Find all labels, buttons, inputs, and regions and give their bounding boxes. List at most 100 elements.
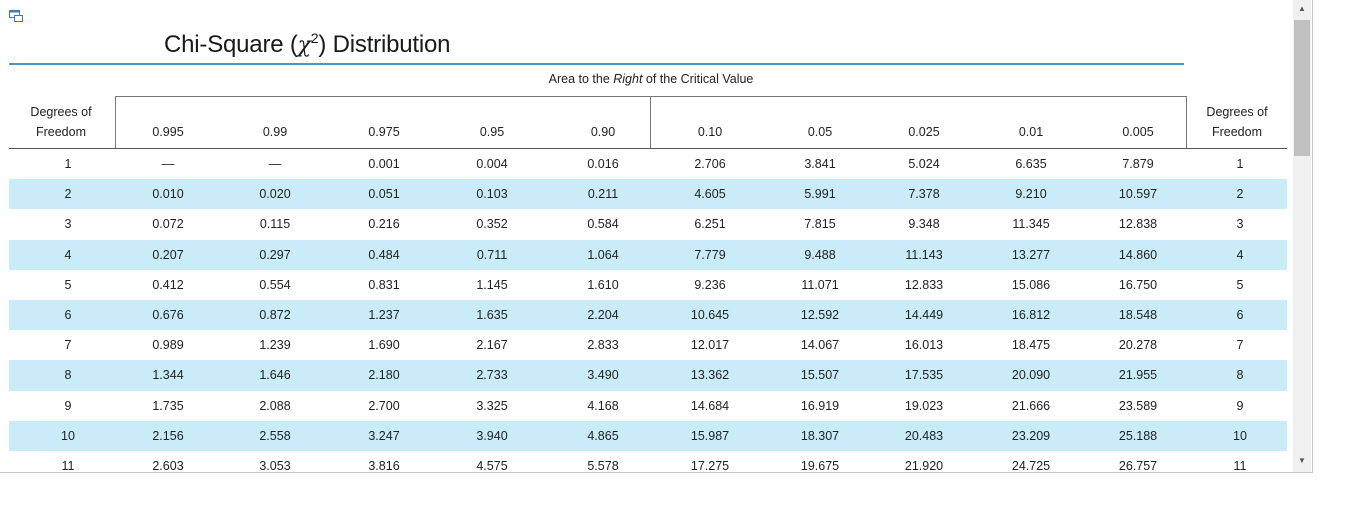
value-cell: — [268, 157, 282, 171]
area-label-before: Area to the [548, 72, 614, 86]
df-cell: 9 [1236, 398, 1244, 413]
value-cell: 1.237 [368, 307, 400, 322]
value-cell: 11.071 [801, 277, 839, 292]
value-cell: 0.554 [259, 277, 291, 292]
value-cell: 0.001 [368, 157, 400, 171]
value-cell: 18.307 [800, 428, 840, 443]
value-cell: 0.051 [368, 187, 400, 202]
value-cell: 2.833 [587, 338, 619, 353]
area-header: 0.025 [908, 125, 940, 139]
value-cell: 15.987 [690, 428, 730, 443]
value-cell: 17.535 [904, 368, 944, 383]
df-cell: 2 [64, 187, 72, 202]
value-cell: 15.507 [800, 368, 840, 383]
table-row: 11 2.603 3.053 3.816 4.575 5.578 17.275 19.675 2… [9, 451, 1287, 473]
header-divider [650, 96, 651, 148]
value-cell: 26.757 [1118, 458, 1158, 473]
title-symbol: χ [297, 33, 311, 58]
value-cell: 0.020 [259, 187, 291, 202]
value-cell: 5.024 [908, 157, 940, 171]
value-cell: 2.558 [259, 428, 291, 443]
value-cell: 0.103 [476, 187, 508, 202]
value-cell: 16.750 [1118, 277, 1158, 292]
value-cell: 16.919 [800, 398, 840, 413]
value-cell: 11.143 [905, 247, 943, 262]
value-cell: 3.325 [476, 398, 508, 413]
area-header: 0.10 [697, 125, 723, 139]
area-header: 0.95 [479, 125, 505, 139]
df-cell: 2 [1236, 187, 1244, 202]
value-cell: — [161, 157, 175, 171]
value-cell: 9.488 [804, 247, 836, 262]
value-cell: 7.879 [1122, 157, 1154, 171]
df-header-line1: Degrees of [30, 105, 92, 119]
table-row: 5 0.412 0.554 0.831 1.145 1.610 9.236 11.071 12.… [9, 270, 1287, 300]
value-cell: 24.725 [1011, 458, 1051, 473]
value-cell: 0.484 [368, 247, 400, 262]
value-cell: 2.603 [152, 458, 184, 473]
value-cell: 0.872 [259, 307, 291, 322]
value-cell: 13.277 [1011, 247, 1051, 262]
table-header: Degrees of Freedom Degrees of Freedom 0.… [0, 96, 1290, 148]
value-cell: 2.156 [152, 428, 184, 443]
value-cell: 19.023 [904, 398, 944, 413]
table-row: 4 0.207 0.297 0.484 0.711 1.064 7.779 9.488 11.1… [9, 239, 1287, 270]
value-cell: 21.920 [904, 458, 944, 473]
value-cell: 23.209 [1011, 428, 1051, 443]
title-suffix: ) Distribution [318, 31, 451, 58]
value-cell: 0.010 [152, 187, 184, 202]
value-cell: 16.812 [1011, 307, 1051, 322]
value-cell: 21.666 [1011, 398, 1051, 413]
value-cell: 4.168 [587, 398, 619, 413]
df-header-line2: Freedom [1211, 125, 1263, 139]
value-cell: 10.597 [1118, 187, 1158, 202]
value-cell: 20.090 [1011, 368, 1051, 383]
window-restore-icon[interactable] [9, 10, 23, 22]
title-exponent: 2 [310, 30, 319, 46]
value-cell: 4.605 [694, 187, 726, 202]
df-cell: 5 [1236, 277, 1244, 292]
area-label: Area to the Right of the Critical Value [115, 72, 1187, 86]
value-cell: 7.378 [908, 187, 940, 202]
table-row: 6 0.676 0.872 1.237 1.635 2.204 10.645 12.592 14… [9, 299, 1287, 331]
df-cell: 1 [64, 157, 72, 171]
value-cell: 1.344 [152, 368, 184, 383]
df-cell: 8 [64, 368, 72, 383]
value-cell: 0.207 [152, 247, 184, 262]
value-cell: 2.088 [259, 398, 291, 413]
value-cell: 23.589 [1118, 398, 1158, 413]
value-cell: 2.706 [694, 157, 726, 171]
df-cell: 3 [1236, 217, 1244, 232]
df-cell: 10 [61, 428, 75, 443]
value-cell: 0.211 [587, 187, 619, 202]
value-cell: 25.188 [1118, 428, 1158, 443]
df-header-left: Degrees of Freedom [9, 102, 113, 142]
value-cell: 12.592 [800, 307, 840, 322]
scrollbar-thumb[interactable] [1294, 20, 1310, 156]
value-cell: 20.483 [904, 428, 944, 443]
table-row: 8 1.344 1.646 2.180 2.733 3.490 13.362 15.507 17… [9, 360, 1287, 391]
df-cell: 4 [64, 247, 72, 262]
value-cell: 2.700 [368, 398, 400, 413]
chevron-down-icon[interactable]: ▼ [1298, 456, 1306, 465]
value-cell: 3.940 [476, 428, 508, 443]
value-cell: 0.115 [259, 217, 291, 232]
df-cell: 11 [61, 458, 75, 473]
value-cell: 5.578 [587, 458, 619, 473]
value-cell: 20.278 [1118, 338, 1158, 353]
value-cell: 1.690 [368, 338, 400, 353]
value-cell: 0.016 [587, 157, 619, 171]
value-cell: 0.072 [152, 217, 184, 232]
value-cell: 1.646 [259, 368, 291, 383]
value-cell: 4.575 [476, 458, 508, 473]
value-cell: 1.239 [259, 338, 291, 353]
value-cell: 21.955 [1118, 368, 1158, 383]
value-cell: 13.362 [690, 368, 730, 383]
value-cell: 14.449 [904, 307, 944, 322]
df-cell: 7 [64, 338, 72, 353]
df-cell: 7 [1236, 338, 1244, 353]
chevron-up-icon[interactable]: ▲ [1298, 4, 1306, 13]
df-cell: 6 [64, 307, 72, 322]
df-cell: 9 [64, 398, 72, 413]
value-cell: 3.053 [259, 458, 291, 473]
